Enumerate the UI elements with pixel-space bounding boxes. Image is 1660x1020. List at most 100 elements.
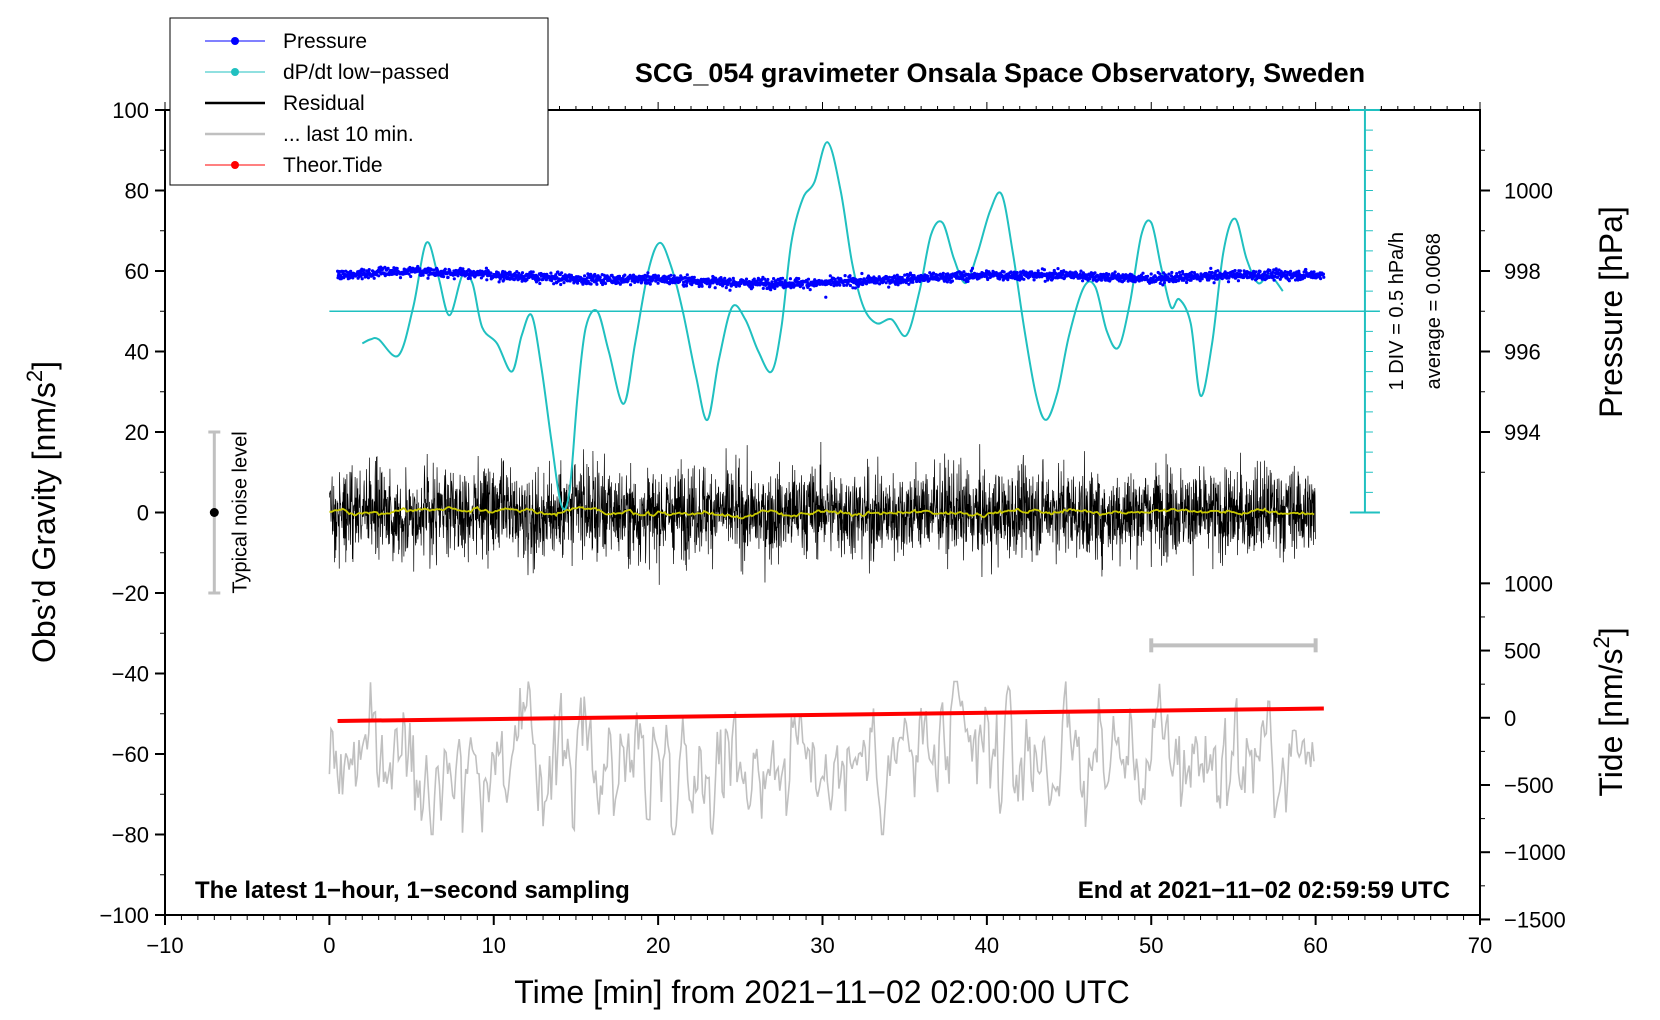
- pressure-dot: [525, 278, 529, 282]
- pressure-dot: [908, 271, 913, 275]
- pressure-dot: [494, 275, 498, 279]
- pressure-dot: [1167, 272, 1171, 276]
- pressure-dot: [1043, 279, 1047, 283]
- x-tick-label: 30: [810, 933, 834, 958]
- pressure-dot: [1220, 277, 1224, 281]
- tide-tick-label: −500: [1504, 773, 1554, 798]
- pressure-dot: [398, 276, 403, 280]
- pressure-dot: [341, 269, 345, 274]
- pressure-dot: [838, 283, 842, 287]
- x-tick-label: 10: [482, 933, 506, 958]
- pressure-dot: [842, 283, 846, 287]
- pressure-dot: [581, 282, 585, 286]
- pressure-dot: [563, 273, 567, 277]
- axes-group: −10 0 10 20 30 40 50 60 70100806040200−20−40−60−…: [99, 98, 1565, 958]
- plot-frame: [164, 109, 1481, 916]
- pressure-dot: [623, 273, 627, 277]
- pressure-dot: [1304, 267, 1308, 272]
- div-label: 1 DIV = 0.5 hPa/h: [1386, 232, 1408, 390]
- pressure-dot: [409, 274, 413, 279]
- pressure-dot: [969, 269, 973, 273]
- pressure-dot: [1170, 270, 1174, 275]
- legend-label: ... last 10 min.: [283, 123, 414, 146]
- pressure-dot: [684, 284, 689, 288]
- pressure-dot: [1319, 277, 1323, 281]
- pressure-dot: [1236, 279, 1240, 283]
- pressure-dot: [593, 274, 597, 278]
- legend: Pressure dP/dt low−passed Residual ... last…: [169, 17, 549, 186]
- pressure-dot: [802, 286, 806, 290]
- pressure-dot: [728, 288, 732, 292]
- pressure-dot: [362, 268, 366, 272]
- pressure-dot: [452, 277, 456, 281]
- pressure-dot: [1226, 271, 1230, 275]
- legend-swatch-dot: [231, 161, 239, 169]
- y-axis-title-tide: Tide [nm/s2]: [1589, 627, 1629, 796]
- pressure-dot: [1093, 271, 1097, 275]
- pressure-dot: [896, 283, 900, 287]
- pressure-dot: [1297, 269, 1301, 273]
- pressure-dot: [1079, 269, 1083, 273]
- pressure-dot: [878, 282, 882, 286]
- pressure-dot: [1216, 269, 1220, 273]
- pressure-dot: [656, 281, 660, 285]
- pressure-dot: [1271, 270, 1275, 274]
- pressure-dot: [366, 276, 370, 280]
- pressure-dot: [1274, 267, 1278, 271]
- pressure-dot: [903, 273, 907, 277]
- pressure-dot: [367, 268, 371, 272]
- pressure-dot: [1011, 276, 1015, 280]
- pressure-dot: [723, 276, 727, 280]
- y-left-tick-label: 20: [125, 420, 149, 445]
- pressure-dot: [395, 266, 399, 271]
- pressure-dot: [1312, 270, 1316, 274]
- y-axis-title-left-main: Obs’d Gravity [nm/s: [26, 382, 62, 663]
- pressure-dot: [568, 279, 572, 283]
- pressure-dot: [887, 275, 892, 279]
- pressure-dot: [1257, 272, 1261, 276]
- pressure-dot: [648, 282, 652, 286]
- pressure-dot: [1258, 269, 1262, 274]
- pressure-dot: [1209, 266, 1213, 270]
- y-axis-title-left: Obs’d Gravity [nm/s2]: [22, 361, 62, 663]
- pressure-dot: [737, 284, 742, 288]
- pressure-dot: [589, 282, 593, 286]
- y-left-tick-label: −60: [112, 742, 149, 767]
- legend-label: Residual: [283, 92, 365, 115]
- pressure-dot: [860, 271, 864, 276]
- pressure-dot: [1051, 277, 1055, 281]
- pressure-dot: [1189, 278, 1193, 282]
- pressure-dot: [1232, 272, 1236, 276]
- pressure-dot: [1178, 270, 1182, 274]
- pressure-dot: [970, 266, 975, 270]
- pressure-dot: [1268, 268, 1272, 273]
- pressure-dot: [668, 282, 672, 286]
- y-left-tick-label: 40: [125, 340, 149, 365]
- pressure-dot: [531, 270, 535, 274]
- pressure-dot: [926, 274, 930, 278]
- pressure-dot: [1035, 274, 1039, 278]
- y-left-tick-label: −80: [112, 823, 149, 848]
- pressure-dot: [1321, 272, 1325, 276]
- pressure-dot: [1113, 270, 1117, 274]
- pressure-dot: [1036, 269, 1040, 273]
- pressure-dot: [554, 273, 558, 277]
- pressure-dot: [348, 276, 352, 280]
- pressure-dot: [788, 277, 793, 281]
- pressure-dot: [1141, 271, 1145, 275]
- pressure-dot: [853, 286, 858, 290]
- series-group: [328, 141, 1326, 836]
- legend-label: Pressure: [283, 30, 367, 53]
- pressure-dot: [1158, 272, 1162, 276]
- legend-swatch-dot: [231, 68, 239, 76]
- pressure-dot: [1185, 280, 1189, 285]
- pressure-dot: [1001, 278, 1005, 282]
- pressure-dot: [1287, 279, 1291, 283]
- pressure-dot: [569, 273, 574, 277]
- pressure-dot: [1009, 270, 1013, 274]
- theoretical-tide-line: [337, 706, 1324, 723]
- pressure-dot: [828, 274, 832, 278]
- pressure-dot: [598, 275, 602, 279]
- pressure-dot: [692, 275, 696, 279]
- pressure-dot: [724, 286, 728, 290]
